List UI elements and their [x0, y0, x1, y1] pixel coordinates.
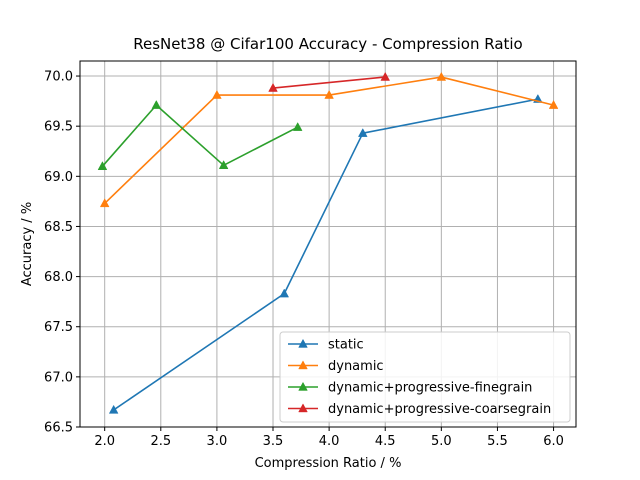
legend-swatch-marker — [298, 381, 308, 391]
ticks: 2.0 2.5 3.0 3.5 4.0 4.5 5.0 5.5 6.0 66.5 67.0 67.5 6… — [44, 70, 564, 449]
data-point — [218, 160, 229, 169]
legend-swatch-marker — [298, 338, 308, 348]
x-axis-label: Compression Ratio / % — [255, 456, 402, 471]
y-tick-label: 67.0 — [44, 370, 73, 385]
chart-title: ResNet38 @ Cifar100 Accuracy - Compressi… — [133, 35, 522, 53]
legend-label: dynamic+progressive-finegrain — [328, 381, 532, 396]
series-3 — [97, 99, 303, 170]
y-tick-label: 68.0 — [44, 270, 73, 285]
series-layer — [97, 71, 559, 414]
data-point — [279, 288, 290, 298]
data-point — [324, 89, 334, 99]
data-point — [548, 99, 559, 109]
x-tick-label: 5.0 — [431, 434, 452, 449]
plot-frame — [79, 60, 577, 428]
x-tick-label: 2.5 — [150, 434, 171, 449]
legend-item: dynamic — [288, 359, 384, 374]
legend-label: dynamic — [328, 359, 384, 374]
x-tick-label: 5.5 — [487, 434, 508, 449]
legend-box — [279, 331, 571, 423]
legend-label: static — [328, 338, 364, 353]
series-line — [113, 98, 538, 411]
data-point — [212, 89, 222, 99]
data-point — [380, 71, 391, 81]
y-tick-label: 69.5 — [44, 120, 73, 135]
legend-label: dynamic+progressive-coarsegrain — [328, 402, 551, 417]
series-line — [101, 104, 299, 167]
data-point — [99, 198, 110, 208]
x-tick-label: 3.5 — [263, 434, 284, 449]
y-axis-label: Accuracy / % — [20, 202, 35, 286]
legend-item: dynamic+progressive-finegrain — [288, 381, 532, 396]
data-point — [108, 404, 119, 414]
legend: static dynamic dynamic+progressive-finegra… — [279, 331, 571, 423]
x-tick-label: 2.0 — [94, 434, 115, 449]
data-point — [268, 82, 278, 92]
series-line — [272, 76, 386, 89]
legend-item: static — [288, 338, 364, 353]
y-tick-label: 66.5 — [44, 421, 73, 436]
data-point — [151, 99, 162, 109]
y-tick-label: 69.0 — [44, 170, 73, 185]
y-tick-label: 67.5 — [44, 320, 73, 335]
data-point — [97, 161, 108, 170]
y-tick-label: 70.0 — [44, 70, 73, 85]
x-tick-label: 4.0 — [319, 434, 340, 449]
series-4 — [268, 71, 391, 92]
legend-swatch-marker — [298, 360, 308, 370]
series-1 — [108, 93, 543, 414]
x-tick-label: 3.0 — [207, 434, 228, 449]
x-tick-label: 6.0 — [543, 434, 564, 449]
data-point — [357, 128, 368, 137]
y-tick-label: 68.5 — [44, 220, 73, 235]
legend-swatch-marker — [298, 403, 308, 413]
series-2 — [99, 71, 559, 208]
data-point — [436, 71, 447, 81]
x-tick-label: 4.5 — [375, 434, 396, 449]
data-point — [292, 122, 303, 131]
legend-item: dynamic+progressive-coarsegrain — [288, 402, 551, 417]
